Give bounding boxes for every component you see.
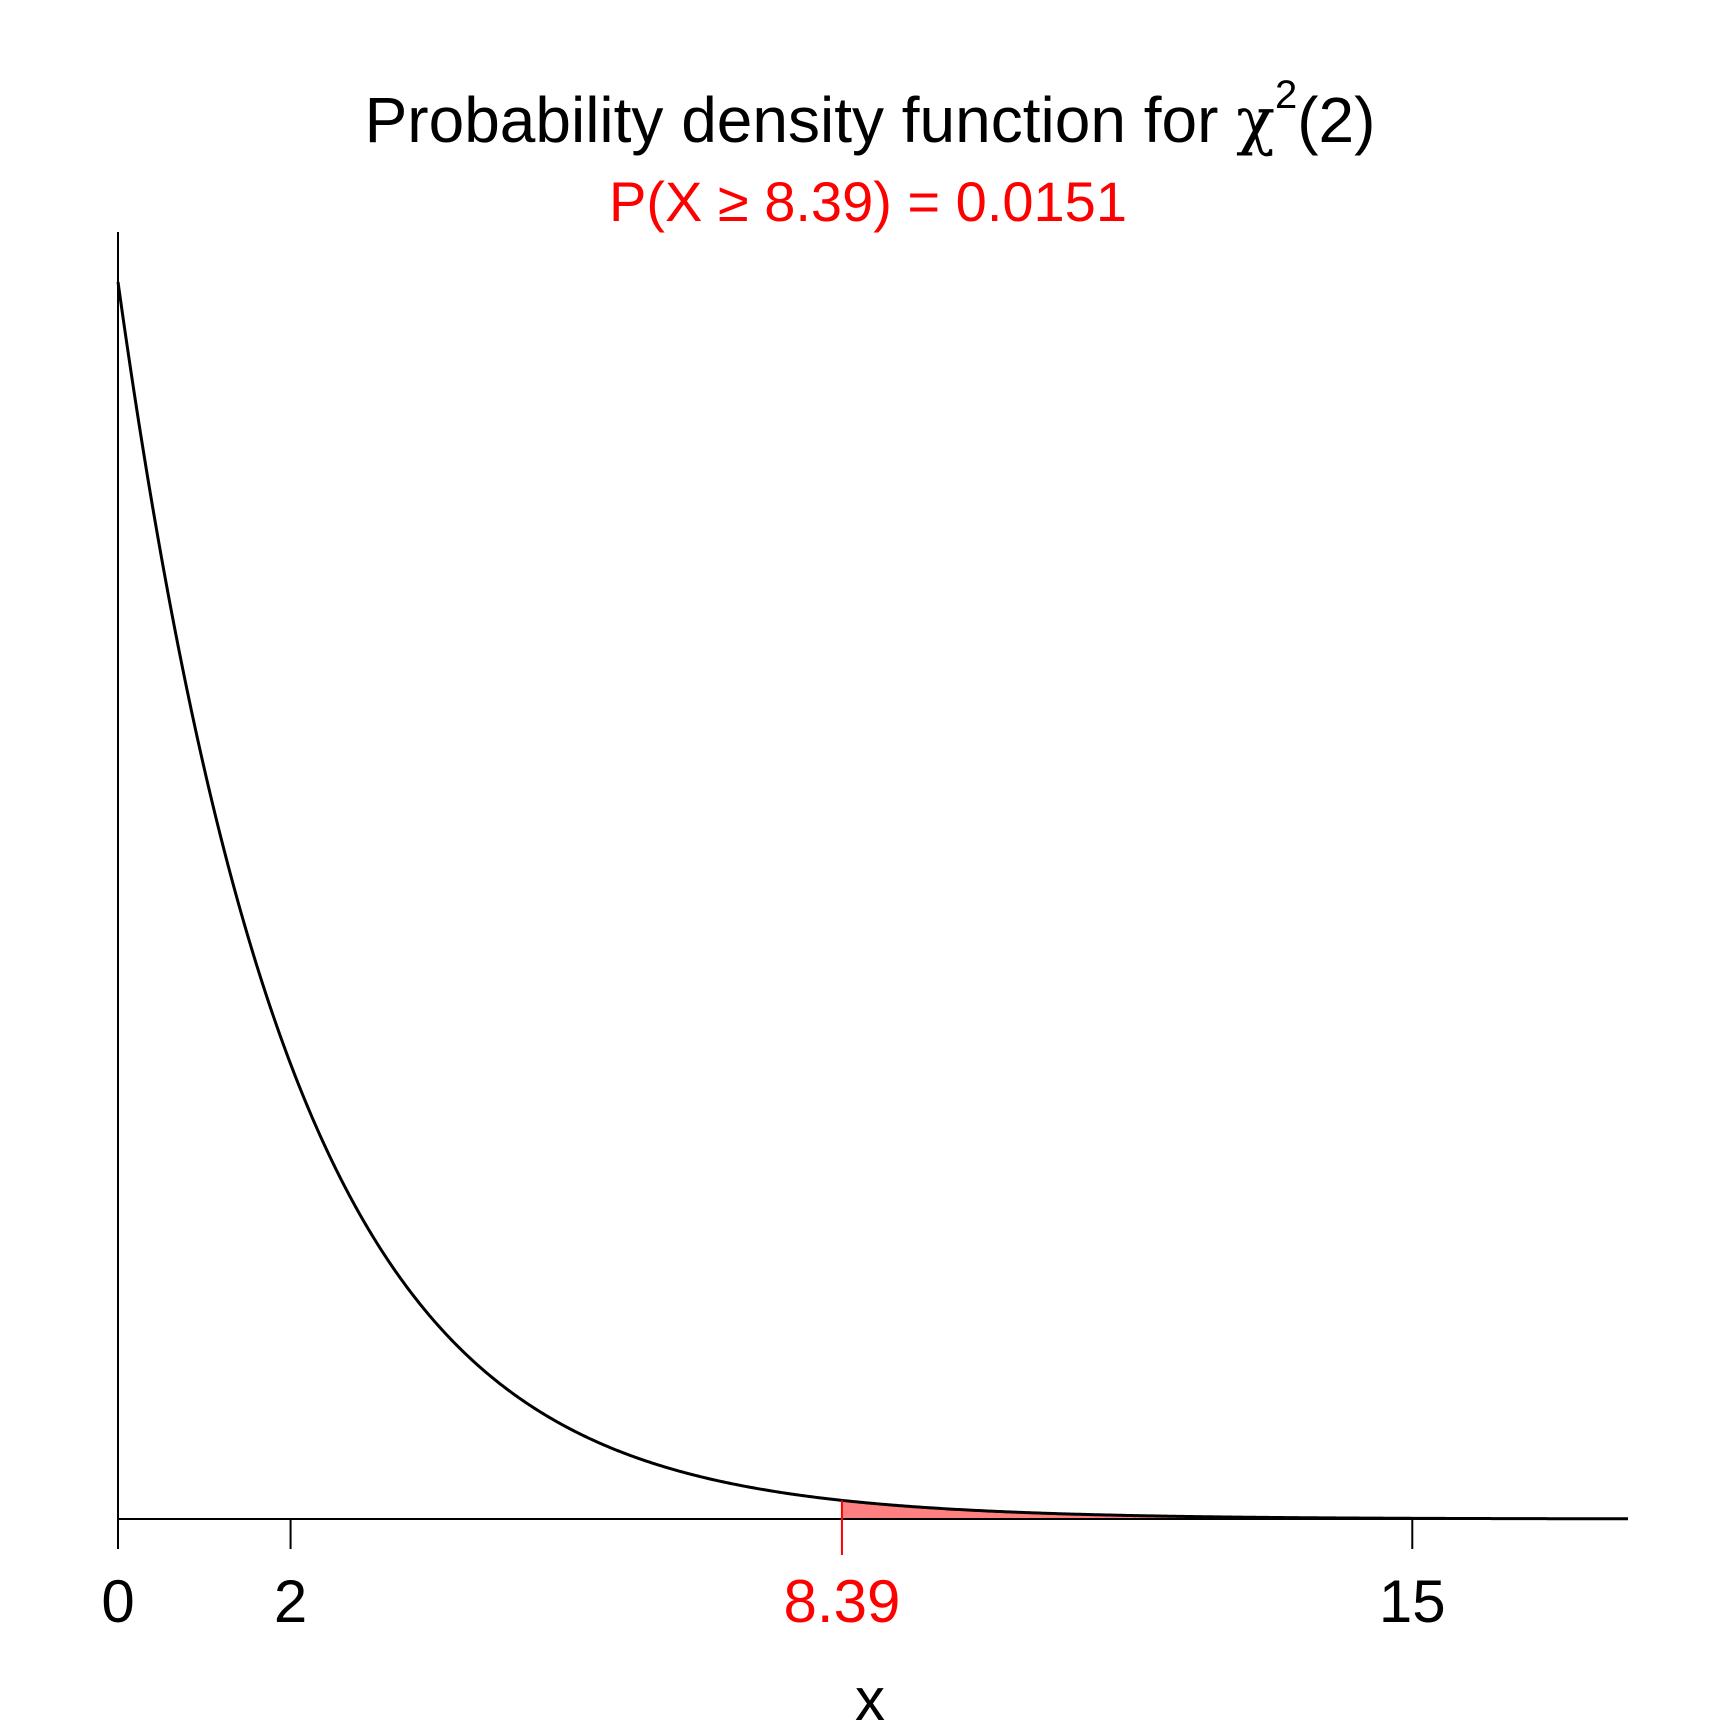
x-tick-label: 15 [1379,1568,1446,1635]
chart-title-symbol: χ [1236,84,1275,158]
x-axis-label: x [855,1666,885,1728]
density-curve [116,281,1628,1521]
chart-title: Probability density function for χ2(2) [365,73,1376,158]
plot-area: 0 2 8.39 15 [101,232,1628,1635]
x-tick-label: 8.39 [784,1568,901,1635]
x-tick-label: 0 [101,1568,134,1635]
chart-title-suffix: (2) [1297,84,1375,156]
chart-subtitle: P(X ≥ 8.39) = 0.0151 [609,170,1127,233]
x-tick-label: 2 [274,1568,307,1635]
chart-title-superscript: 2 [1275,73,1297,117]
chart-title-prefix: Probability density function for [365,84,1237,156]
x-ticks: 0 2 8.39 15 [101,1519,1446,1635]
